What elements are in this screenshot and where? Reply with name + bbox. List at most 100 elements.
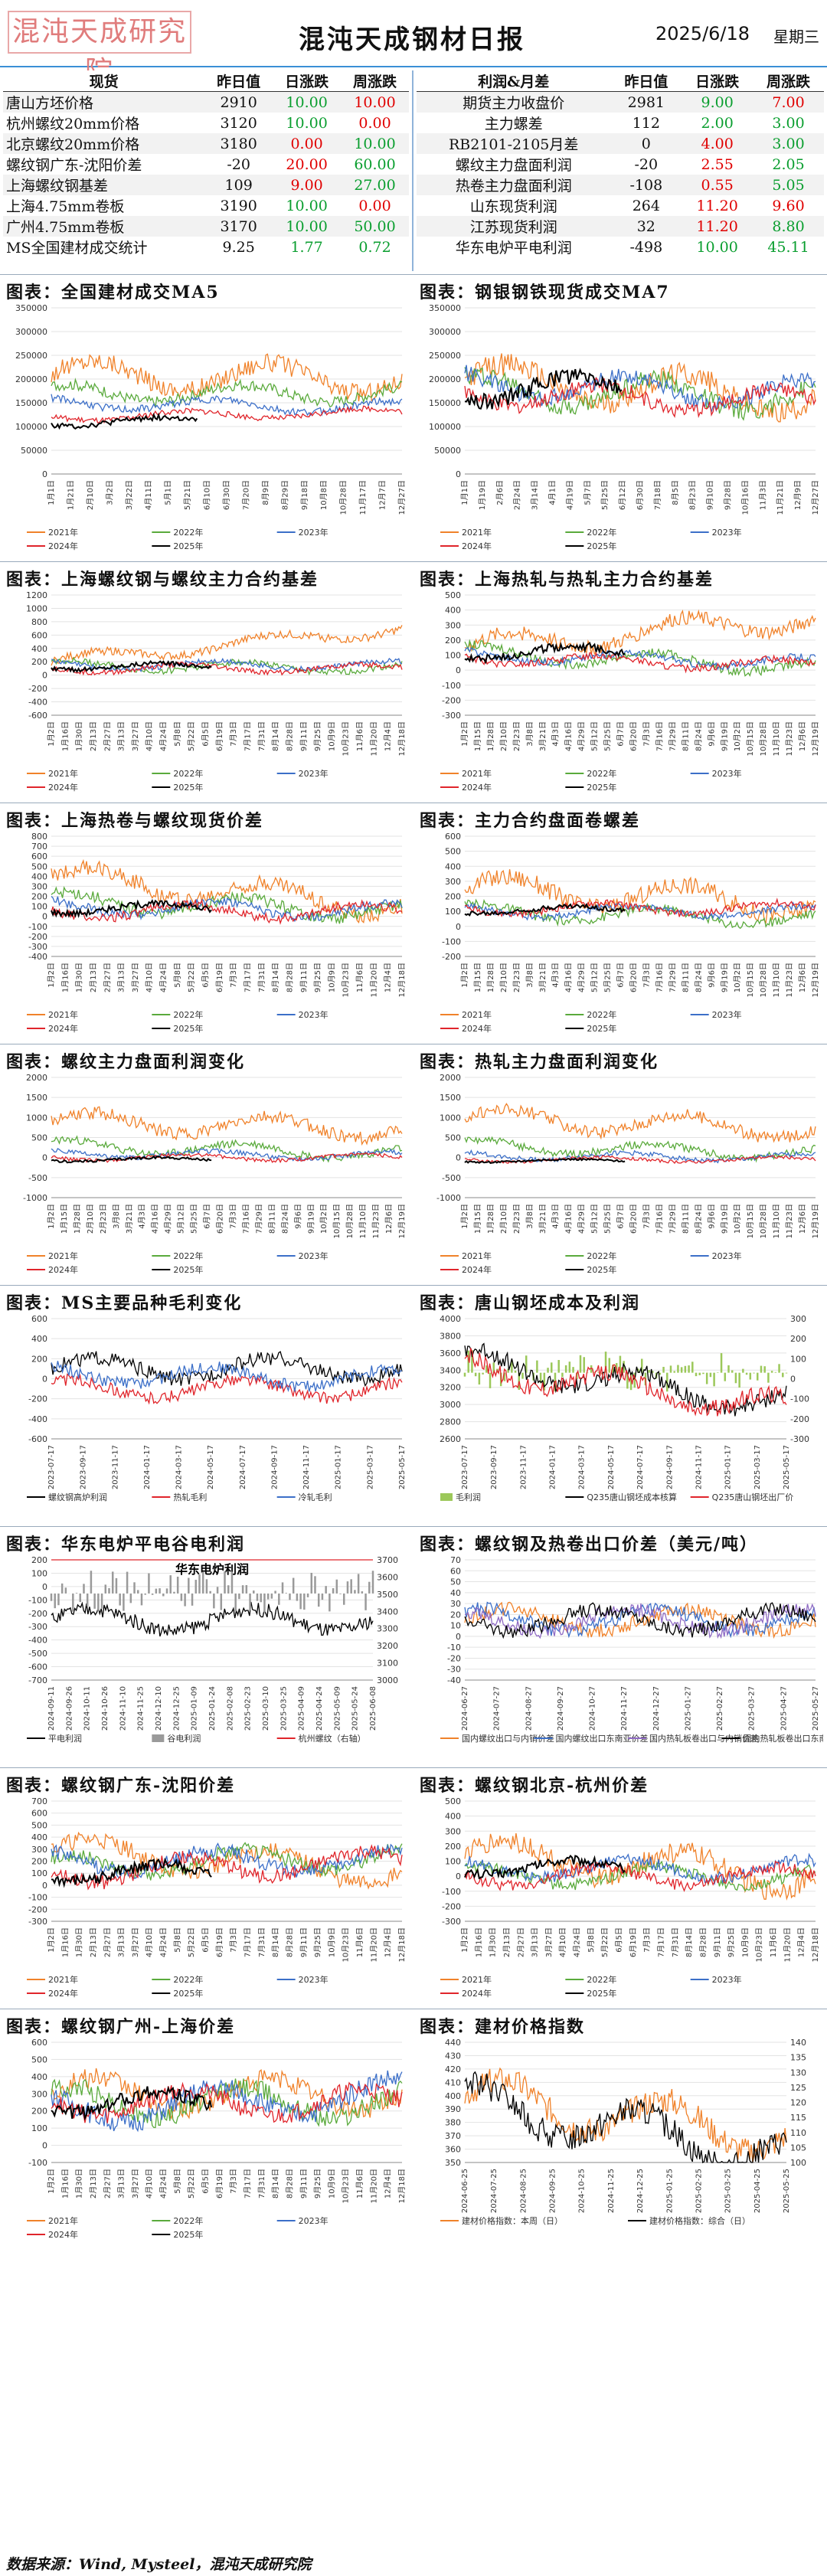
y2-tick-label: 3500 bbox=[377, 1590, 398, 1600]
x-tick-label: 4月16日 bbox=[151, 1204, 160, 1234]
legend-label: 2024年 bbox=[462, 1988, 492, 1999]
x-tick-label: 5月12日 bbox=[590, 721, 600, 751]
y-tick-label: 350000 bbox=[429, 303, 461, 313]
y-tick-label: 0 bbox=[456, 469, 461, 479]
x-tick-label: 2月13日 bbox=[89, 963, 98, 992]
x-tick-label: 5月22日 bbox=[187, 721, 196, 751]
brand-logo: 混沌天成研究院 bbox=[8, 11, 191, 87]
x-tick-label: 2025-01-24 bbox=[208, 1686, 217, 1731]
x-tick-label: 9月11日 bbox=[713, 1927, 722, 1957]
y-tick-label: -200 bbox=[442, 1901, 461, 1911]
series-line bbox=[51, 898, 403, 925]
table-row: 华东电炉平电利润 -498 10.00 45.11 bbox=[417, 237, 824, 257]
x-tick-label: 7月16日 bbox=[241, 1204, 250, 1234]
legend-label: 热轧毛利 bbox=[173, 1492, 207, 1502]
x-tick-label: 1月16日 bbox=[60, 963, 70, 992]
chart-svg: -200 -100 0 100 200 300 400 500 600 1月2日 1月15日 1月28… bbox=[440, 832, 820, 1034]
series-line bbox=[464, 1601, 816, 1639]
x-tick-label: 5月21日 bbox=[183, 480, 192, 510]
y-tick-label: 0 bbox=[42, 1582, 47, 1592]
y-tick-label: 200 bbox=[445, 892, 461, 902]
y2-tick-label: 100 bbox=[790, 1354, 806, 1364]
x-tick-label: 1月16日 bbox=[60, 721, 70, 751]
x-tick-label: 2023-11-17 bbox=[111, 1445, 119, 1489]
row-label: 螺纹钢广东-沈阳价差 bbox=[6, 157, 142, 174]
x-tick-label: 2024-12-25 bbox=[172, 1686, 181, 1731]
x-tick-label: 8月24日 bbox=[280, 1204, 289, 1234]
report-date: 2025/6/18 bbox=[655, 23, 750, 44]
x-tick-label: 5月8日 bbox=[173, 1927, 182, 1953]
series-line bbox=[51, 1373, 403, 1405]
legend-label: 2024年 bbox=[462, 1023, 492, 1034]
x-tick-label: 12月4日 bbox=[384, 963, 393, 992]
x-tick-label: 2024-11-25 bbox=[137, 1686, 145, 1731]
y-tick-label: 800 bbox=[31, 832, 47, 842]
y-tick-label: 370 bbox=[445, 2131, 461, 2141]
x-tick-label: 8月23日 bbox=[688, 480, 698, 510]
legend-label: 2022年 bbox=[173, 768, 203, 779]
x-tick-label: 11月10日 bbox=[772, 721, 781, 756]
y-tick-label: 400 bbox=[445, 2091, 461, 2101]
x-tick-label: 8月24日 bbox=[694, 721, 703, 751]
y-tick-label: 300 bbox=[445, 620, 461, 630]
x-tick-label: 7月29日 bbox=[668, 721, 677, 751]
x-tick-label: 11月20日 bbox=[369, 721, 378, 756]
y-tick-label: 500 bbox=[445, 1796, 461, 1806]
y-tick-label: -600 bbox=[28, 711, 47, 721]
y-tick-label: -300 bbox=[442, 1917, 461, 1927]
series-line bbox=[464, 1342, 787, 1417]
x-tick-label: 8月14日 bbox=[271, 963, 280, 992]
y-tick-label: 100 bbox=[445, 651, 461, 661]
x-tick-label: 3月27日 bbox=[544, 1927, 554, 1957]
x-tick-label: 5月25日 bbox=[600, 480, 610, 510]
y2-tick-label: 200 bbox=[790, 1334, 806, 1344]
legend-label: 2022年 bbox=[173, 1009, 203, 1020]
y-tick-label: 250000 bbox=[15, 351, 47, 361]
row-value: 3120 bbox=[220, 114, 257, 132]
x-tick-label: 10月2日 bbox=[733, 963, 742, 992]
y-tick-label: 2000 bbox=[26, 1073, 47, 1083]
y-tick-label: 420 bbox=[445, 2064, 461, 2074]
table-row: 期货主力收盘价 2981 9.00 7.00 bbox=[417, 91, 824, 113]
x-tick-label: 5月22日 bbox=[187, 1927, 196, 1957]
y-tick-label: -200 bbox=[28, 1904, 47, 1914]
y-tick-label: -400 bbox=[28, 1414, 47, 1424]
row-value: 11.20 bbox=[682, 216, 753, 237]
legend-label: 2021年 bbox=[48, 1974, 78, 1985]
x-tick-label: 2024-10-27 bbox=[589, 1686, 597, 1731]
legend-label: 2022年 bbox=[173, 1250, 203, 1261]
x-tick-label: 10月9日 bbox=[327, 1927, 336, 1957]
x-tick-label: 1月30日 bbox=[75, 2169, 84, 2198]
x-tick-label: 2024-01-17 bbox=[143, 1445, 152, 1489]
x-tick-label: 12月19日 bbox=[811, 1204, 820, 1238]
x-tick-label: 2月27日 bbox=[103, 963, 112, 992]
y-tick-label: 100 bbox=[445, 1857, 461, 1867]
x-tick-label: 1月16日 bbox=[60, 1927, 70, 1957]
x-tick-label: 12月6日 bbox=[384, 1204, 394, 1234]
x-tick-label: 4月16日 bbox=[564, 963, 574, 992]
y2-tick-label: 3000 bbox=[377, 1675, 398, 1685]
y2-tick-label: -200 bbox=[790, 1414, 809, 1424]
legend-label: 2025年 bbox=[173, 782, 203, 793]
x-tick-label: 2025-04-24 bbox=[315, 1686, 324, 1731]
y-tick-label: -500 bbox=[28, 1649, 47, 1659]
series-line bbox=[51, 1147, 403, 1162]
x-tick-label: 8月28日 bbox=[285, 2169, 294, 2198]
x-tick-label: 4月29日 bbox=[577, 1204, 587, 1234]
x-tick-label: 10月8日 bbox=[319, 480, 329, 510]
x-tick-label: 2024-03-17 bbox=[578, 1445, 587, 1489]
x-tick-label: 2月10日 bbox=[499, 1204, 508, 1234]
y-tick-label: 500 bbox=[445, 1133, 461, 1143]
y-tick-label: 150000 bbox=[429, 398, 461, 408]
x-tick-label: 7月3日 bbox=[229, 963, 238, 988]
legend-label: 2022年 bbox=[587, 768, 616, 779]
y-tick-label: 1500 bbox=[26, 1093, 47, 1103]
x-tick-label: 2025-02-25 bbox=[695, 2169, 703, 2213]
x-tick-label: 8月28日 bbox=[285, 721, 294, 751]
y-tick-label: -300 bbox=[442, 711, 461, 721]
chart-title: 图表：建材价格指数 bbox=[420, 2017, 586, 2037]
series-line bbox=[464, 353, 816, 423]
y-tick-label: 1500 bbox=[440, 1093, 461, 1103]
table-row: 上海螺纹钢基差 109 9.00 27.00 bbox=[3, 175, 409, 195]
